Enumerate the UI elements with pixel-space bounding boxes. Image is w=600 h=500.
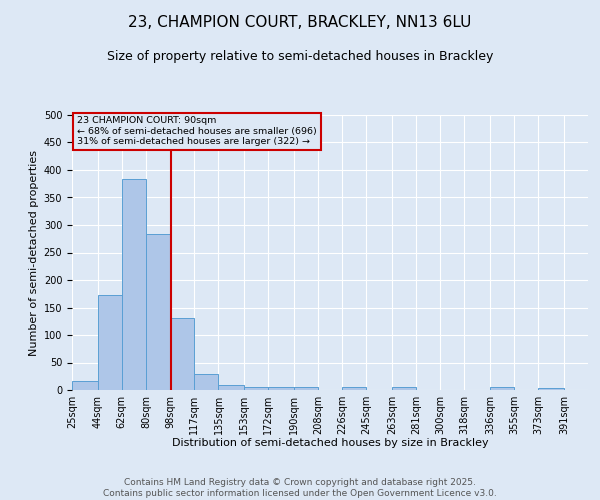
Bar	[170, 318, 194, 390]
Bar	[244, 387, 268, 390]
Text: 23 CHAMPION COURT: 90sqm
← 68% of semi-detached houses are smaller (696)
31% of : 23 CHAMPION COURT: 90sqm ← 68% of semi-d…	[77, 116, 317, 146]
X-axis label: Distribution of semi-detached houses by size in Brackley: Distribution of semi-detached houses by …	[172, 438, 488, 448]
Bar	[538, 388, 564, 390]
Bar	[392, 387, 416, 390]
Bar	[218, 385, 244, 390]
Bar	[490, 387, 514, 390]
Y-axis label: Number of semi-detached properties: Number of semi-detached properties	[29, 150, 40, 356]
Bar	[72, 380, 98, 390]
Bar	[98, 295, 122, 390]
Text: Size of property relative to semi-detached houses in Brackley: Size of property relative to semi-detach…	[107, 50, 493, 63]
Bar	[122, 180, 146, 390]
Text: Contains HM Land Registry data © Crown copyright and database right 2025.
Contai: Contains HM Land Registry data © Crown c…	[103, 478, 497, 498]
Bar	[194, 374, 218, 390]
Bar	[342, 387, 366, 390]
Bar	[146, 234, 170, 390]
Bar	[294, 387, 318, 390]
Text: 23, CHAMPION COURT, BRACKLEY, NN13 6LU: 23, CHAMPION COURT, BRACKLEY, NN13 6LU	[128, 15, 472, 30]
Bar	[268, 387, 294, 390]
